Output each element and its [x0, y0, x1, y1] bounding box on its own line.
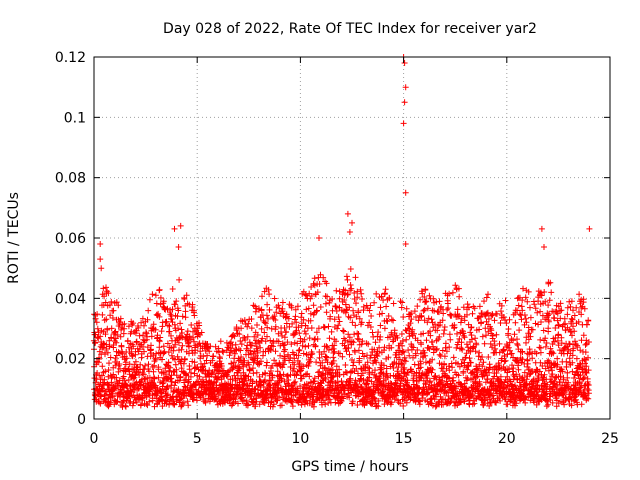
x-tick-label: 5 [193, 431, 202, 447]
y-tick-label: 0 [77, 412, 86, 428]
y-tick-label: 0.06 [55, 231, 86, 247]
data-points [90, 54, 593, 410]
roti-data-markers [90, 54, 593, 410]
plot-frame [93, 56, 611, 420]
x-axis-label: GPS time / hours [291, 459, 408, 475]
grid-lines [94, 57, 610, 419]
chart-title: Day 028 of 2022, Rate Of TEC Index for r… [163, 21, 537, 37]
y-tick-label: 0.08 [55, 171, 86, 187]
y-tick-label: 0.1 [64, 110, 86, 126]
x-tick-label: 0 [90, 431, 99, 447]
y-axis-ticks: 0 0.02 0.04 0.06 0.08 0.1 0.12 [55, 50, 610, 428]
x-tick-label: 25 [601, 431, 619, 447]
x-tick-label: 20 [498, 431, 516, 447]
x-tick-label: 10 [291, 431, 309, 447]
y-tick-label: 0.04 [55, 291, 86, 307]
x-tick-label: 15 [395, 431, 413, 447]
y-axis-label: ROTI / TECUs [6, 192, 22, 284]
y-tick-label: 0.12 [55, 50, 86, 66]
y-tick-label: 0.02 [55, 352, 86, 368]
x-axis-ticks: 0 5 10 15 20 25 [90, 57, 619, 447]
